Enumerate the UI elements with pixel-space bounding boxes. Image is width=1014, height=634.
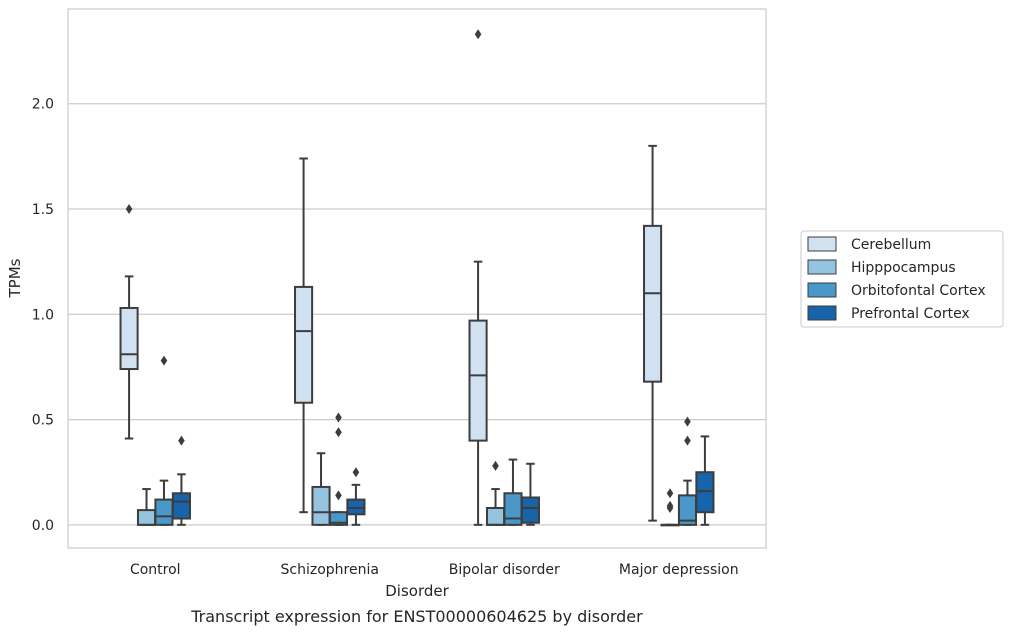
legend-label: Cerebellum	[851, 237, 931, 253]
box-iqr	[311, 485, 331, 526]
outlier-point	[684, 435, 691, 446]
box-schizophrenia-cerebellum	[294, 157, 314, 514]
box-schizophrenia-hipppocampus	[311, 452, 331, 526]
box-schizophrenia-prefrontal-cortex	[346, 467, 366, 526]
y-tick-label: 0.0	[32, 518, 54, 534]
box-control-orbitofontal-cortex	[154, 355, 174, 526]
y-axis-label: TPMs	[6, 258, 24, 298]
outlier-point	[160, 355, 168, 366]
x-tick-label: Schizophrenia	[281, 562, 379, 578]
legend-swatch	[807, 259, 837, 275]
outlier-point	[474, 29, 482, 40]
box-control-prefrontal-cortex	[171, 435, 191, 526]
box-major-depression-cerebellum	[643, 144, 663, 522]
box-iqr	[171, 492, 191, 520]
outlier-point	[335, 427, 342, 438]
outlier-point	[335, 412, 342, 423]
y-tick-label: 2.0	[32, 97, 54, 113]
legend-swatch	[807, 305, 837, 321]
box-major-depression-prefrontal-cortex	[695, 435, 715, 526]
x-axis-ticks: Control Schizophrenia Bipolar disorder Majo…	[130, 562, 739, 578]
box-control-cerebellum	[119, 204, 139, 440]
outlier-point	[352, 467, 360, 478]
outlier-point	[335, 490, 342, 501]
box-iqr	[485, 506, 506, 526]
box-iqr	[294, 285, 314, 404]
box-iqr	[643, 224, 663, 383]
box-schizophrenia-orbitofontal-cortex	[328, 412, 349, 526]
box-iqr	[520, 496, 540, 524]
legend: Cerebellum Hipppocampus Orbitofontal Corte…	[800, 230, 1004, 328]
box-iqr	[119, 306, 139, 371]
legend-item-orbitofontal-cortex: Orbitofontal Cortex	[807, 282, 986, 299]
legend-label: Orbitofontal Cortex	[851, 283, 986, 299]
legend-swatch	[807, 236, 837, 252]
box-bipolar-disorder-hipppocampus	[485, 460, 506, 526]
outlier-point	[666, 488, 674, 499]
y-tick-label: 0.5	[32, 413, 54, 429]
x-tick-label: Control	[130, 562, 181, 578]
legend-label: Prefrontal Cortex	[851, 306, 970, 322]
plot-frame	[67, 8, 767, 549]
box-bipolar-disorder-cerebellum	[468, 29, 488, 526]
box-control-hipppocampus	[136, 488, 157, 526]
box-iqr	[503, 492, 523, 526]
y-tick-label: 1.5	[32, 202, 54, 218]
legend-item-cerebellum: Cerebellum	[807, 236, 931, 253]
box-iqr	[136, 509, 157, 526]
outlier-point	[684, 416, 691, 427]
box-major-depression-orbitofontal-cortex	[677, 416, 698, 526]
box-iqr	[328, 511, 349, 526]
box-major-depression-hipppocampus	[660, 488, 680, 527]
outlier-point	[666, 502, 674, 513]
box-iqr	[154, 498, 174, 526]
legend-item-hipppocampus: Hipppocampus	[807, 259, 956, 276]
x-tick-label: Bipolar disorder	[449, 562, 560, 578]
box-iqr	[468, 319, 488, 442]
chart-caption: Transcript expression for ENST0000060462…	[190, 607, 643, 626]
y-tick-label: 1.0	[32, 307, 54, 323]
box-iqr	[346, 498, 366, 516]
outlier-point	[125, 204, 133, 215]
box-bipolar-disorder-orbitofontal-cortex	[503, 458, 523, 526]
y-axis-ticks: 0.0 0.5 1.0 1.5 2.0	[32, 97, 54, 534]
outlier-point	[178, 435, 185, 446]
legend-swatch	[807, 282, 837, 298]
legend-item-prefrontal-cortex: Prefrontal Cortex	[807, 305, 970, 322]
box-bipolar-disorder-prefrontal-cortex	[520, 462, 540, 526]
legend-label: Hipppocampus	[851, 260, 956, 276]
box-iqr	[695, 471, 715, 514]
x-tick-label: Major depression	[619, 562, 739, 578]
x-axis-label: Disorder	[385, 582, 449, 600]
box-series	[119, 29, 715, 527]
legend-frame	[800, 230, 1004, 328]
grid-lines	[68, 103, 766, 526]
outlier-point	[492, 460, 499, 471]
